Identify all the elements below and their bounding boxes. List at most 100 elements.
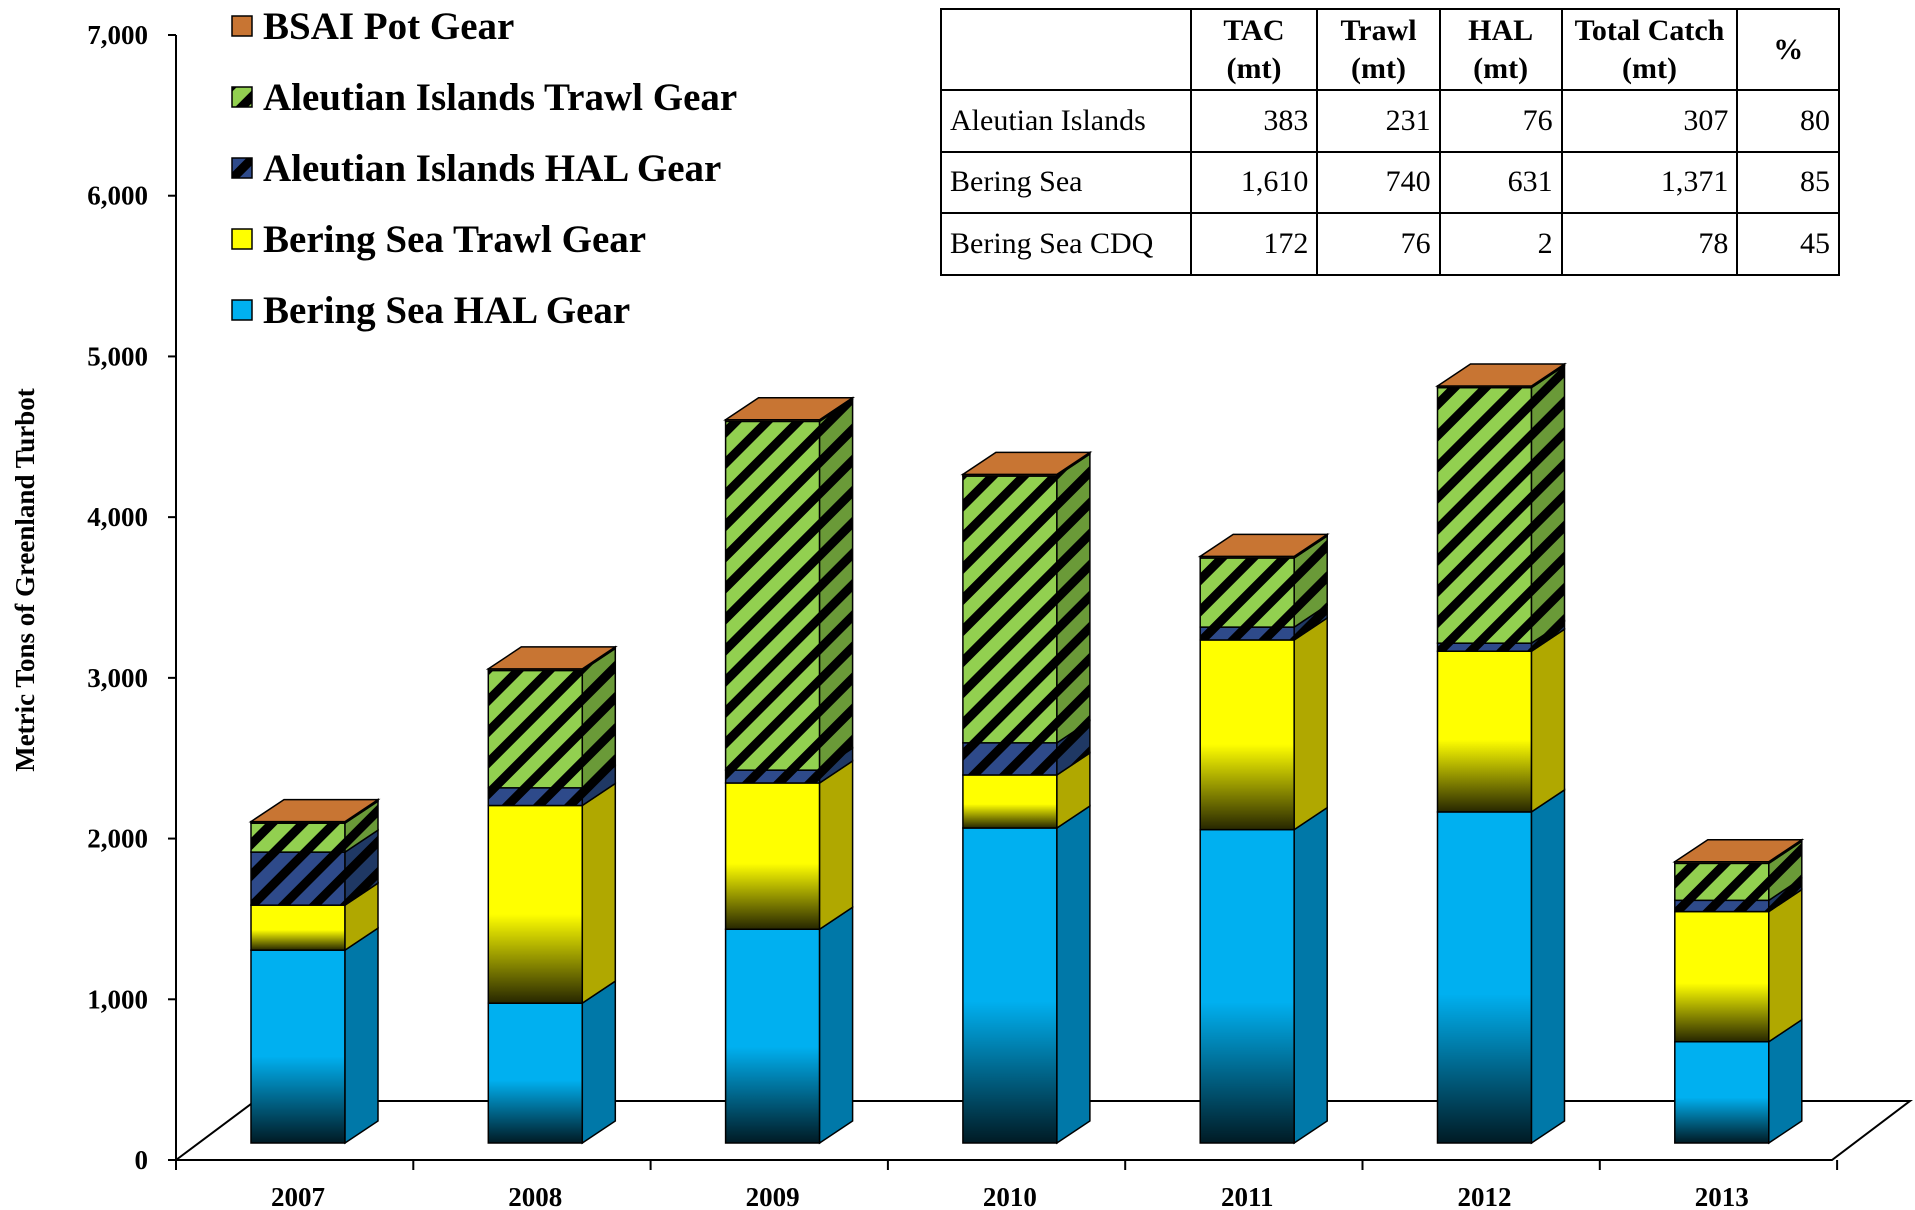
x-tick-label: 2011 <box>1221 1182 1274 1210</box>
x-tick-label: 2008 <box>508 1182 562 1210</box>
bar-segment-side <box>1056 452 1091 745</box>
bar-segment <box>250 904 346 951</box>
table-cell: 740 <box>1316 150 1441 215</box>
bar-segment-side <box>818 905 854 1145</box>
legend-swatch <box>231 86 253 108</box>
bar-segment-side <box>344 926 379 1145</box>
bar-top-cap <box>1197 533 1330 558</box>
bar-segment <box>1674 910 1770 1043</box>
table-cell: 85 <box>1736 150 1840 215</box>
table-cell: 307 <box>1560 89 1739 153</box>
bar-segment <box>1436 642 1533 652</box>
bar-top-cap <box>723 397 856 421</box>
bar-top-cap <box>248 798 381 823</box>
bar-top-cap <box>1672 839 1805 863</box>
chart-axes: 0 1,000 2,000 3,000 4,000 5,000 6,000 7,000 2007… <box>87 20 1839 1210</box>
table-cell: 76 <box>1438 89 1563 153</box>
bar-segment <box>1674 899 1770 913</box>
bar-segment <box>962 827 1058 1144</box>
bar-stack <box>485 645 618 1145</box>
legend: BSAI Pot Gear Aleutian Islands Trawl Gear… <box>231 5 737 332</box>
bar-segment <box>487 669 584 789</box>
table-cell: 1,610 <box>1189 150 1319 215</box>
y-tick-label: 1,000 <box>87 984 148 1014</box>
catch-summary-table: TAC (mt) Trawl (mt) HAL (mt) Total Catch (mt… <box>940 8 1840 276</box>
table-row: Bering Sea 1,610 740 631 1,371 85 <box>940 150 1840 215</box>
table-header-cell: Total Catch (mt) <box>1560 8 1739 91</box>
bar-segment-side <box>818 397 854 772</box>
bar-segment <box>962 475 1058 744</box>
bar-top-cap <box>960 451 1093 476</box>
bar-segment <box>1436 386 1533 644</box>
table-header-cell: % <box>1736 8 1840 91</box>
bar-segment <box>1199 828 1295 1144</box>
bar-stack <box>960 451 1093 1145</box>
table-cell: 383 <box>1189 89 1319 153</box>
bar-segment <box>1199 639 1295 831</box>
bar-segment-side <box>581 647 617 790</box>
bar-segment <box>250 851 346 906</box>
table-cell: 231 <box>1316 89 1441 153</box>
table-row: Bering Sea CDQ 172 76 2 78 45 <box>940 212 1840 276</box>
table-cell: 631 <box>1438 150 1563 215</box>
legend-label: Bering Sea Trawl Gear <box>263 218 646 261</box>
bar-segment-side <box>1056 804 1091 1145</box>
bar-top-cap <box>1435 363 1567 387</box>
bar-segment-side <box>1768 888 1803 1044</box>
bar-segment-side <box>1530 364 1566 645</box>
bar-segment <box>487 787 584 807</box>
bar-segment-side <box>818 759 854 931</box>
legend-swatch <box>231 157 253 179</box>
y-tick-label: 3,000 <box>87 663 148 693</box>
x-tick-label: 2010 <box>983 1182 1037 1210</box>
table-cell: 2 <box>1438 212 1563 276</box>
table-header-cell: TAC (mt) <box>1189 8 1319 91</box>
x-tick-label: 2007 <box>271 1182 325 1210</box>
legend-swatch <box>231 228 253 250</box>
bar-segment-side <box>1530 627 1566 814</box>
table-cell: 80 <box>1736 89 1840 153</box>
y-tick-label: 4,000 <box>87 502 148 532</box>
x-tick-label: 2009 <box>746 1182 800 1210</box>
table-cell: Bering Sea CDQ <box>940 212 1192 276</box>
bar-segment <box>724 769 821 784</box>
y-tick-label: 7,000 <box>87 20 148 50</box>
bar-stack <box>1672 838 1805 1145</box>
bar-segment-side <box>581 979 617 1145</box>
y-tick-label: 2,000 <box>87 824 148 854</box>
bar-stack <box>1197 532 1330 1145</box>
bar-segment <box>1199 557 1295 628</box>
legend-swatch <box>231 15 253 37</box>
bar-segment-side <box>1293 806 1328 1145</box>
table-header-cell: Trawl (mt) <box>1316 8 1441 91</box>
bar-segment-side <box>581 782 617 1005</box>
bar-segment <box>1674 1041 1770 1144</box>
table-cell: 1,371 <box>1560 150 1739 215</box>
bar-group <box>248 362 1805 1145</box>
bar-segment <box>724 420 821 771</box>
legend-label: Aleutian Islands HAL Gear <box>263 147 721 190</box>
table-cell: Bering Sea <box>940 150 1192 215</box>
x-tick-label: 2012 <box>1458 1182 1512 1210</box>
bar-segment <box>724 928 821 1144</box>
bar-segment <box>724 782 821 930</box>
table-cell: 172 <box>1189 212 1319 276</box>
y-tick-label: 5,000 <box>87 341 148 371</box>
bar-segment-side <box>1293 616 1328 832</box>
bar-segment <box>962 742 1058 776</box>
table-cell: 76 <box>1316 212 1441 276</box>
bar-segment <box>1436 811 1533 1144</box>
table-cell: 45 <box>1736 212 1840 276</box>
y-axis-label: Metric Tons of Greenland Turbot <box>10 388 40 772</box>
bar-top-cap <box>485 646 618 670</box>
table-header-cell <box>940 8 1192 91</box>
x-tick-label: 2013 <box>1695 1182 1749 1210</box>
bar-stack <box>1435 362 1567 1145</box>
bar-segment <box>250 949 346 1144</box>
bar-stack <box>723 396 856 1145</box>
legend-label: BSAI Pot Gear <box>263 5 514 48</box>
bar-segment <box>250 822 346 853</box>
bar-stack <box>248 798 381 1145</box>
legend-label: Aleutian Islands Trawl Gear <box>263 76 737 119</box>
y-tick-label: 6,000 <box>87 181 148 211</box>
